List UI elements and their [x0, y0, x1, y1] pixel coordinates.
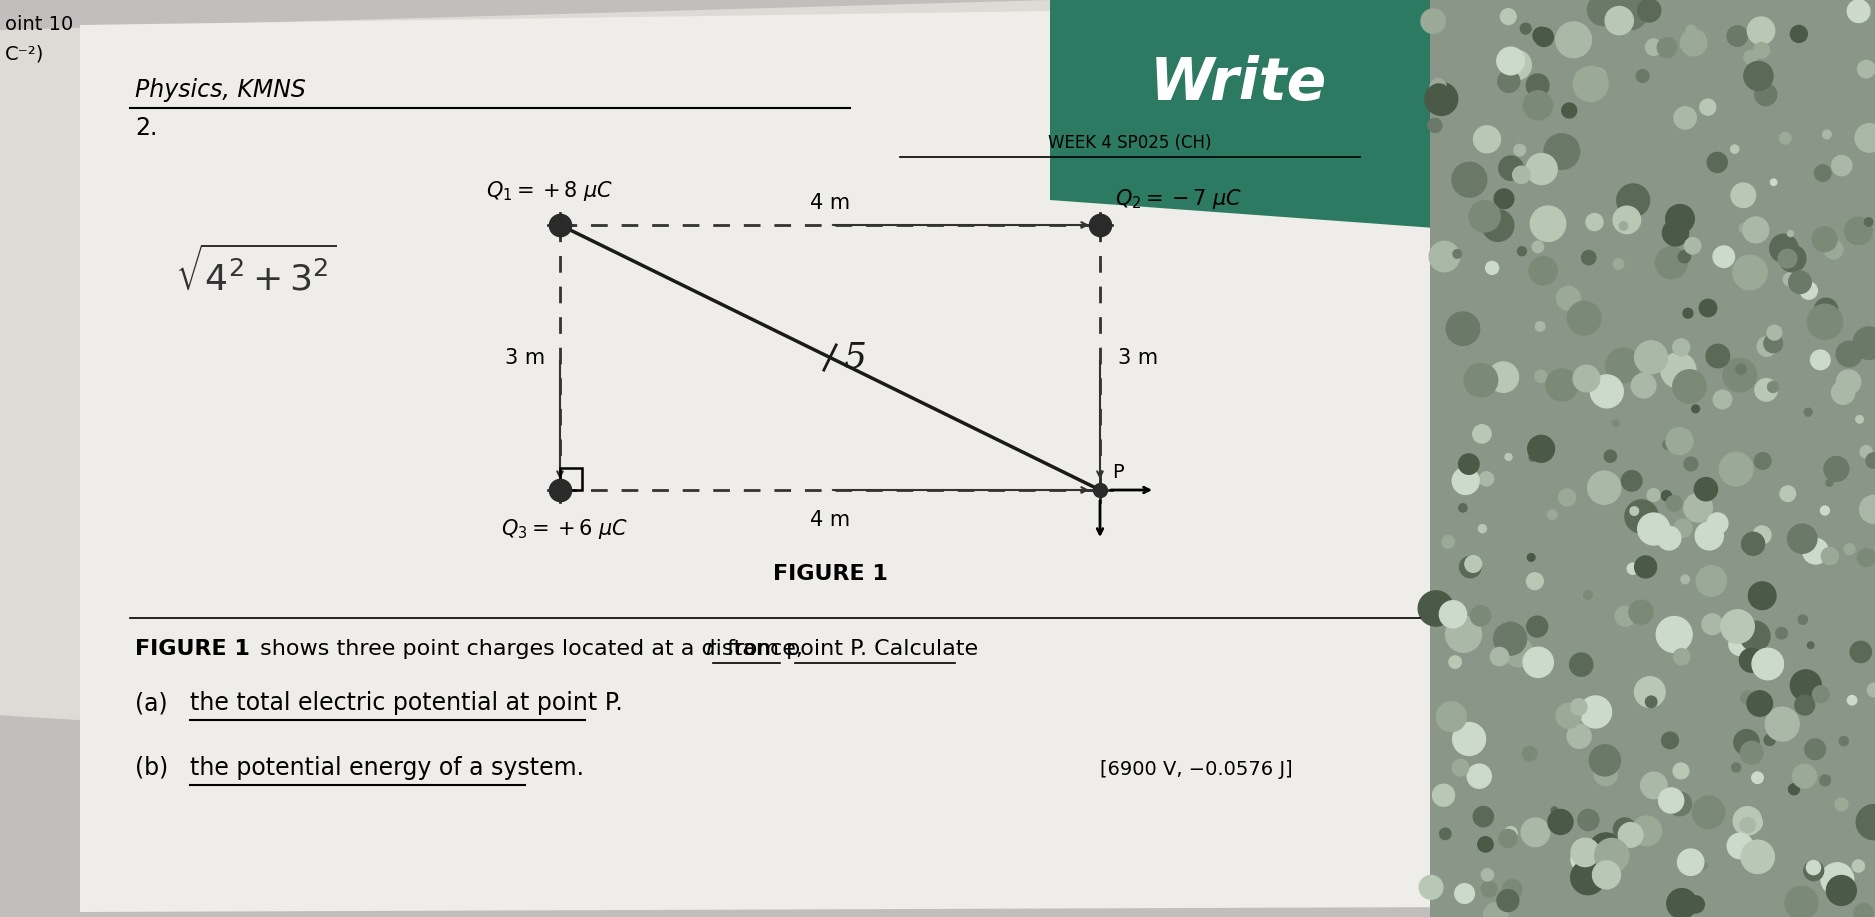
Text: 4 m: 4 m [810, 193, 849, 213]
Circle shape [1526, 573, 1543, 590]
Circle shape [1731, 183, 1755, 207]
Circle shape [1521, 818, 1549, 846]
Circle shape [1478, 836, 1492, 852]
Circle shape [1751, 648, 1783, 679]
Circle shape [1804, 408, 1813, 416]
Circle shape [1590, 375, 1624, 408]
Circle shape [1427, 84, 1451, 107]
Circle shape [1661, 353, 1695, 388]
Circle shape [1549, 810, 1573, 834]
Polygon shape [1050, 0, 1875, 260]
Text: WEEK 4 SP025 (CH): WEEK 4 SP025 (CH) [1048, 134, 1211, 152]
Circle shape [1755, 453, 1772, 470]
Circle shape [1436, 702, 1466, 732]
Circle shape [1663, 220, 1689, 246]
Text: $\sqrt{4^2+3^2}$: $\sqrt{4^2+3^2}$ [174, 245, 338, 297]
Circle shape [1483, 210, 1513, 241]
Circle shape [1839, 736, 1849, 746]
Circle shape [1573, 67, 1609, 102]
Circle shape [1734, 730, 1759, 755]
Circle shape [1481, 881, 1496, 897]
Circle shape [1573, 852, 1581, 861]
Text: shows three point charges located at a distance,: shows three point charges located at a d… [253, 639, 810, 659]
Circle shape [1684, 457, 1697, 470]
Circle shape [1596, 838, 1629, 873]
Text: 3 m: 3 m [1118, 348, 1159, 368]
Circle shape [1614, 818, 1635, 840]
Circle shape [1836, 370, 1860, 394]
Circle shape [1661, 732, 1678, 749]
Circle shape [1592, 861, 1620, 889]
Circle shape [1558, 489, 1575, 506]
Circle shape [1697, 566, 1727, 596]
Circle shape [1779, 132, 1791, 144]
Circle shape [1656, 247, 1688, 279]
Circle shape [1464, 363, 1498, 397]
Circle shape [1822, 130, 1832, 138]
Circle shape [1667, 889, 1697, 917]
Circle shape [1832, 381, 1854, 404]
Circle shape [1616, 184, 1650, 216]
Circle shape [1440, 601, 1466, 628]
Circle shape [1464, 556, 1481, 572]
Circle shape [1744, 813, 1762, 832]
Circle shape [1658, 38, 1676, 58]
Circle shape [1768, 381, 1779, 392]
Circle shape [1629, 600, 1654, 624]
Circle shape [1588, 0, 1618, 26]
Circle shape [1714, 391, 1732, 409]
Circle shape [1635, 556, 1658, 578]
Text: r: r [705, 639, 714, 659]
Circle shape [1431, 79, 1446, 94]
Circle shape [1766, 326, 1781, 340]
Circle shape [1504, 637, 1534, 667]
Circle shape [1792, 764, 1817, 788]
Circle shape [1678, 849, 1704, 876]
Circle shape [1532, 241, 1543, 252]
Circle shape [1641, 772, 1667, 799]
Circle shape [1631, 373, 1656, 398]
Circle shape [1496, 889, 1519, 911]
Circle shape [1637, 0, 1661, 22]
Circle shape [1732, 255, 1768, 290]
Circle shape [1418, 591, 1453, 626]
Circle shape [1852, 327, 1875, 359]
Circle shape [1656, 616, 1691, 652]
Circle shape [1785, 886, 1819, 917]
Circle shape [1672, 370, 1706, 403]
Text: Physics, KMNS: Physics, KMNS [135, 78, 306, 102]
Text: the potential energy of a system.: the potential energy of a system. [189, 756, 583, 780]
Circle shape [1429, 118, 1442, 133]
Circle shape [1811, 226, 1838, 251]
Circle shape [1579, 81, 1586, 88]
Text: 4 m: 4 m [810, 510, 849, 530]
Circle shape [1582, 250, 1596, 265]
Circle shape [1470, 606, 1491, 626]
Circle shape [1605, 844, 1628, 867]
Circle shape [1740, 741, 1762, 764]
Circle shape [1751, 772, 1762, 783]
Circle shape [1528, 257, 1558, 285]
Circle shape [1474, 126, 1500, 153]
Circle shape [1866, 453, 1875, 469]
Circle shape [1568, 302, 1601, 335]
Circle shape [1635, 341, 1667, 374]
Circle shape [1779, 486, 1796, 502]
Circle shape [1789, 784, 1800, 795]
Circle shape [1729, 633, 1751, 656]
Circle shape [1854, 903, 1873, 917]
Circle shape [1588, 833, 1622, 867]
Circle shape [1686, 25, 1697, 35]
Circle shape [1629, 507, 1639, 515]
Circle shape [1744, 61, 1774, 91]
Circle shape [1446, 616, 1481, 652]
Circle shape [1702, 613, 1723, 635]
Text: C⁻²): C⁻²) [6, 45, 45, 64]
Circle shape [1502, 50, 1532, 80]
Circle shape [1699, 299, 1718, 316]
Circle shape [1815, 165, 1832, 182]
Circle shape [1556, 22, 1592, 58]
Circle shape [1451, 759, 1468, 776]
Text: 3 m: 3 m [504, 348, 546, 368]
